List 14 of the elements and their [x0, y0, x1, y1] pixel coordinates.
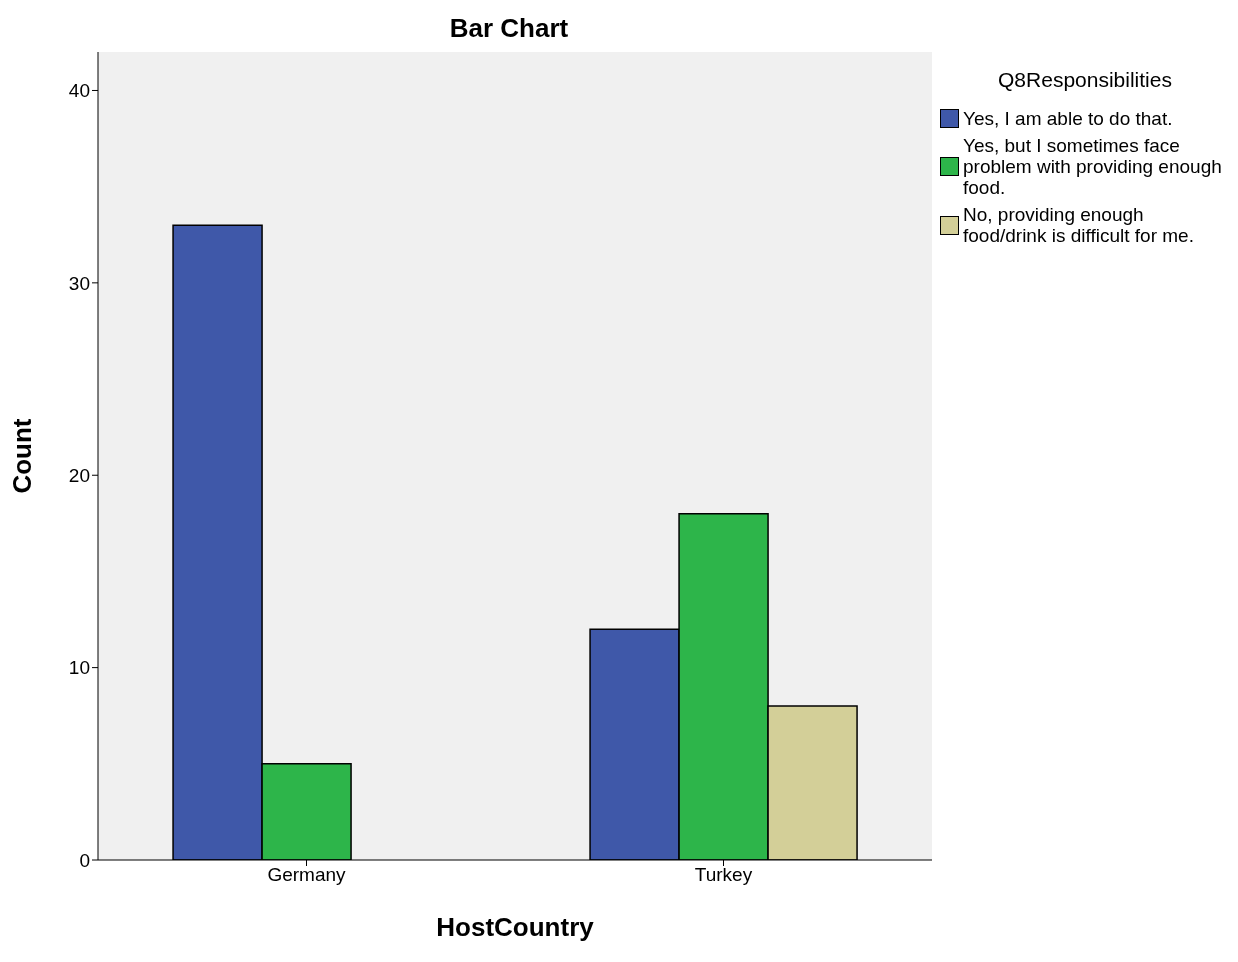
legend-title: Q8Responsibilities [997, 68, 1173, 92]
y-tick-label: 30 [68, 272, 90, 294]
legend-label: Yes, but I sometimes face problem with providing enough food. [963, 135, 1223, 198]
y-axis-title: Count [7, 418, 38, 494]
legend-label: Yes, I am able to do that. [963, 108, 1173, 129]
y-tick-label: 40 [68, 80, 90, 102]
y-tick-label: 0 [79, 849, 90, 871]
y-tick-label: 10 [68, 657, 90, 679]
x-tick-label: Germany [267, 864, 347, 886]
chart-title: Bar Chart [449, 13, 569, 43]
y-tick-label: 20 [68, 464, 90, 486]
legend-label: No, providing enough food/drink is difficult for me. [963, 204, 1195, 246]
x-tick-label: Turkey [694, 864, 753, 886]
x-axis-title: HostCountry [436, 912, 595, 942]
